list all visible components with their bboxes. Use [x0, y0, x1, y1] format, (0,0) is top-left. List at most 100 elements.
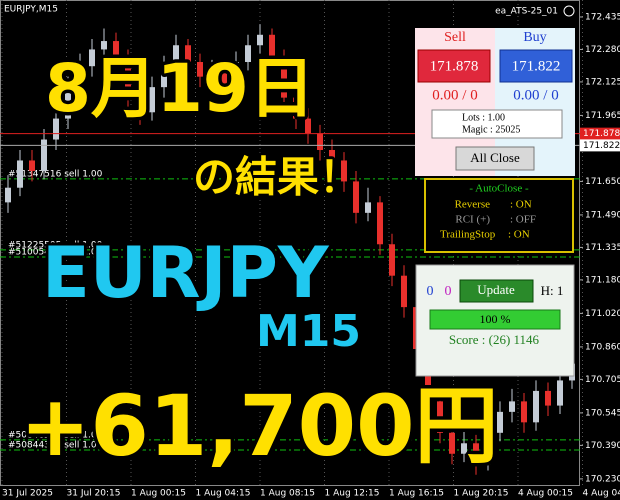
- overlay-timeframe: M15: [256, 306, 361, 357]
- y-tick-label: 171.020: [585, 309, 620, 319]
- all-close-label: All Close: [470, 150, 520, 165]
- buy-label: Buy: [523, 30, 546, 45]
- order-label: #51347516 sell 1.00: [8, 169, 103, 179]
- candle-body: [293, 97, 299, 119]
- candle-body: [269, 34, 275, 56]
- candle-body: [449, 432, 455, 454]
- candle-body: [209, 70, 215, 77]
- autoclose-name: Reverse: [455, 199, 491, 211]
- y-tick-label: 172.435: [585, 12, 620, 22]
- ask-tag: [580, 127, 620, 140]
- candle-body: [197, 62, 203, 77]
- candle-body: [17, 160, 23, 188]
- candle-body: [389, 244, 395, 276]
- candle-body: [5, 187, 11, 203]
- x-tick-label: 1 Aug 04:15: [196, 489, 251, 499]
- x-tick-label: 1 Aug 16:15: [389, 489, 444, 499]
- overlay-result: の結果！: [193, 153, 361, 202]
- y-tick-label: 170.390: [585, 441, 620, 451]
- sell-button[interactable]: [417, 49, 491, 83]
- candle-body: [161, 66, 167, 88]
- magic: Magic : 25025: [462, 124, 520, 135]
- candle-body: [173, 45, 179, 67]
- autoclose-name: RCI (+): [455, 214, 490, 226]
- y-tick-label: 171.490: [585, 210, 620, 220]
- y-tick-label: 170.705: [585, 375, 620, 385]
- candle-body: [233, 62, 239, 88]
- y-tick-label: 172.125: [585, 77, 620, 87]
- buy-price: 171.822: [512, 58, 561, 74]
- candle-body: [77, 66, 83, 88]
- update-button[interactable]: [459, 279, 534, 303]
- overlay-date: 8月19日: [45, 50, 315, 127]
- candle-body: [53, 118, 59, 140]
- autoclose-panel: [424, 178, 574, 253]
- x-tick-label: 4 Aug 00:15: [518, 489, 573, 499]
- x-tick-label: 1 Aug 12:15: [325, 489, 380, 499]
- y-tick-label: 171.650: [585, 177, 620, 187]
- candle-body: [545, 390, 551, 406]
- bid-tag: [580, 139, 620, 152]
- candle-body: [557, 380, 563, 406]
- autoclose-state: : ON: [508, 229, 530, 241]
- y-tick-label: 171.965: [585, 111, 620, 121]
- candle-body: [41, 139, 47, 171]
- update-label: Update: [477, 282, 515, 297]
- overlay-pair: EURJPY: [42, 232, 330, 314]
- order-label: #51005495 sell 1.00: [8, 248, 103, 258]
- all-close-button[interactable]: [455, 146, 535, 171]
- candle-body: [533, 390, 539, 423]
- x-tick-label: 4 Aug 04:15: [583, 489, 620, 499]
- candle-body: [521, 401, 527, 423]
- buy-pl: 0.00 / 0: [513, 87, 558, 103]
- candle-body: [365, 202, 371, 213]
- y-tick-label: 170.230: [585, 474, 620, 484]
- candle-body: [221, 70, 227, 88]
- candle-body: [245, 45, 251, 63]
- y-tick-label: 172.280: [585, 45, 620, 55]
- candle-body: [89, 49, 95, 67]
- y-tick-label: 171.335: [585, 243, 620, 253]
- candle-body: [353, 181, 359, 213]
- candle-body: [281, 55, 287, 98]
- x-tick-label: 1 Aug 20:15: [454, 489, 509, 499]
- progress-label: 100 %: [480, 312, 511, 326]
- candle-body: [125, 55, 131, 98]
- buy-button[interactable]: [499, 49, 573, 83]
- y-tick-label: 171.180: [585, 275, 620, 285]
- x-tick-label: 31 Jul 20:15: [67, 489, 121, 499]
- lots-box: [431, 109, 563, 139]
- order-label: #50846248 sell 1.00: [8, 430, 103, 440]
- count-b: 0: [445, 284, 452, 299]
- candle-body: [257, 34, 263, 46]
- candle-body: [29, 160, 35, 171]
- score: Score : (26) 1146: [449, 332, 540, 347]
- candle-body: [341, 160, 347, 182]
- x-tick-label: 1 Aug 08:15: [260, 489, 315, 499]
- count-a: 0: [427, 284, 434, 299]
- sell-label: Sell: [444, 30, 466, 45]
- plot-frame: [0, 0, 580, 486]
- candle-body: [509, 401, 515, 412]
- sell-pl: 0.00 / 0: [432, 87, 477, 103]
- candle-body: [149, 87, 155, 113]
- order-label: #51225505 sell 1.00: [8, 240, 103, 250]
- candle-body: [65, 87, 71, 119]
- lots: Lots : 1.00: [462, 112, 505, 123]
- candle-body: [137, 97, 143, 113]
- chart-title: EURJPY,M15: [4, 5, 58, 15]
- x-tick-label: 1 Aug 00:15: [131, 489, 186, 499]
- candle-body: [377, 202, 383, 245]
- candle-body: [185, 45, 191, 63]
- candle-body: [461, 443, 467, 454]
- candle-body: [497, 411, 503, 433]
- candle-body: [401, 275, 407, 308]
- progress-bar: [429, 309, 561, 330]
- ask-tag-label: 171.878: [583, 129, 620, 139]
- autoclose-title: - AutoClose -: [469, 183, 529, 195]
- y-tick-label: 170.545: [585, 408, 620, 418]
- h-label: H: 1: [541, 283, 564, 298]
- candle-body: [473, 443, 479, 465]
- overlay-profit: +61,700円: [20, 377, 499, 475]
